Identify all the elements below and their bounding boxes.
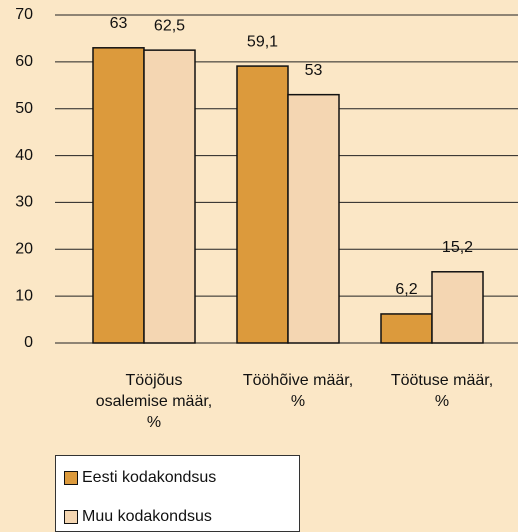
y-tick-label: 10: [15, 287, 33, 304]
plot: 0 10 20 30 40 50 60 70 63 62,5 59,1 53 6,2 15,2: [15, 6, 518, 351]
legend: Eesti kodakondsus Muu kodakondsus: [55, 455, 300, 532]
y-tick-label: 40: [15, 147, 33, 164]
y-tick-label: 70: [15, 6, 33, 23]
legend-swatch: [64, 471, 78, 485]
y-tick-label: 50: [15, 100, 33, 117]
x-tick-label: Töötuse määr, %: [390, 372, 494, 410]
y-tick-label: 20: [15, 241, 33, 258]
y-tick-label: 60: [15, 53, 33, 70]
value-label: 59,1: [247, 33, 278, 50]
value-label: 62,5: [154, 17, 185, 34]
bar: [431, 271, 484, 344]
x-tick-label: Tööjõus osalemise määr, %: [95, 372, 213, 431]
legend-label: Muu kodakondsus: [82, 508, 212, 525]
legend-label: Eesti kodakondsus: [82, 469, 217, 486]
bar: [92, 47, 145, 344]
y-tick-label: 0: [24, 334, 33, 351]
x-tick-label: Tööhõive määr, %: [242, 372, 354, 410]
value-label: 63: [110, 15, 128, 32]
bar: [287, 93, 340, 344]
legend-item: Muu kodakondsus: [64, 508, 212, 526]
value-label: 6,2: [395, 281, 417, 298]
y-tick-label: 30: [15, 194, 33, 211]
value-label: 15,2: [442, 239, 473, 256]
bar: [236, 65, 289, 344]
bar: [143, 49, 196, 344]
legend-item: Eesti kodakondsus: [64, 469, 216, 487]
legend-swatch: [64, 510, 78, 524]
bar: [380, 313, 433, 344]
value-label: 53: [305, 62, 323, 79]
